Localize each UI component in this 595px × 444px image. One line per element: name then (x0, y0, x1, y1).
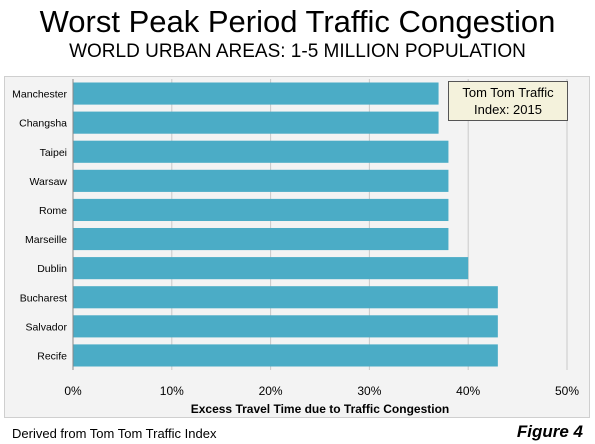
x-axis-ticks: 0% 10% 20% 30% 40% 50% (64, 384, 579, 398)
bar (73, 198, 449, 222)
category-label: Rome (39, 205, 67, 217)
x-tick-label: 0% (64, 384, 82, 398)
bar (73, 169, 449, 192)
x-tick-label: 50% (555, 384, 579, 398)
bar (73, 344, 498, 367)
bars (73, 82, 498, 367)
bar (73, 82, 439, 105)
x-tick-label: 30% (357, 384, 381, 398)
category-label: Marseille (25, 234, 67, 246)
category-label: Changsha (19, 118, 67, 130)
bar (73, 227, 449, 251)
category-labels: Manchester Changsha Taipei Warsaw Rome Marsei… (12, 89, 67, 363)
figure-number: Figure 4 (516, 422, 583, 441)
chart-subtitle: WORLD URBAN AREAS: 1-5 MILLION POPULATIO… (69, 41, 526, 62)
x-tick-label: 20% (259, 384, 283, 398)
chart-title: Worst Peak Period Traffic Congestion (39, 4, 556, 39)
category-label: Salvador (26, 321, 68, 333)
category-label: Recife (37, 350, 67, 362)
bar (73, 286, 498, 309)
bar (73, 315, 498, 338)
index-annotation: Tom Tom Traffic Index: 2015 (448, 81, 568, 121)
x-axis-label: Excess Travel Time due to Traffic Conges… (191, 402, 450, 416)
x-tick-label: 40% (456, 384, 480, 398)
source-note: Derived from Tom Tom Traffic Index (12, 426, 217, 441)
category-label: Dublin (37, 263, 67, 275)
category-label: Manchester (12, 89, 67, 101)
bar (73, 140, 449, 163)
category-label: Warsaw (29, 176, 67, 188)
bar (73, 111, 439, 134)
category-label: Bucharest (20, 292, 67, 304)
annotation-line-2: Index: 2015 (474, 102, 542, 117)
bar (73, 257, 469, 280)
x-tick-label: 10% (160, 384, 184, 398)
annotation-line-1: Tom Tom Traffic (462, 85, 554, 100)
category-label: Taipei (40, 147, 67, 159)
